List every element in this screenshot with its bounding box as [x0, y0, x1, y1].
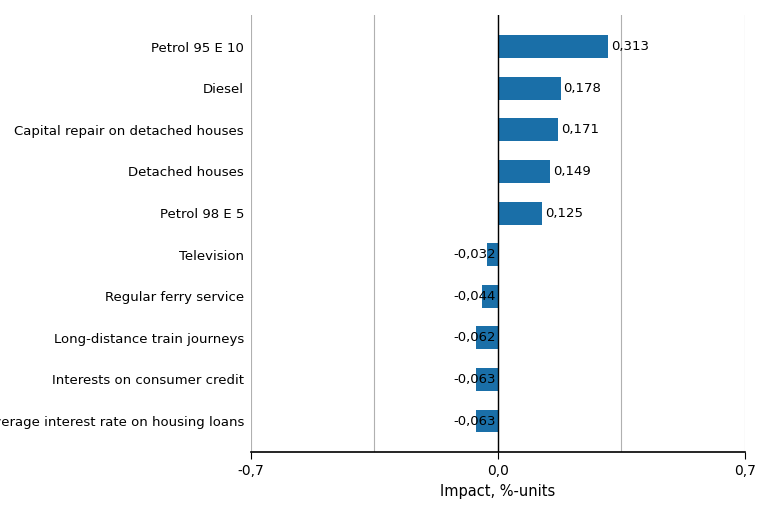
Text: -0,063: -0,063: [454, 373, 496, 386]
Text: -0,044: -0,044: [454, 290, 496, 303]
Bar: [498, 201, 542, 225]
Text: 0,313: 0,313: [611, 40, 649, 53]
Bar: [498, 35, 608, 58]
Bar: [476, 368, 498, 391]
Text: -0,032: -0,032: [453, 248, 496, 261]
Bar: [498, 160, 550, 183]
Text: 0,178: 0,178: [564, 82, 601, 95]
Bar: [498, 77, 561, 100]
Bar: [476, 326, 498, 350]
Text: -0,062: -0,062: [454, 332, 496, 344]
X-axis label: Impact, %-units: Impact, %-units: [440, 484, 556, 499]
Bar: [476, 410, 498, 432]
Bar: [482, 285, 498, 308]
Text: 0,125: 0,125: [545, 207, 583, 219]
Text: -0,063: -0,063: [454, 414, 496, 428]
Bar: [498, 118, 558, 141]
Bar: [487, 243, 498, 266]
Text: 0,149: 0,149: [554, 165, 591, 178]
Text: 0,171: 0,171: [561, 123, 599, 136]
